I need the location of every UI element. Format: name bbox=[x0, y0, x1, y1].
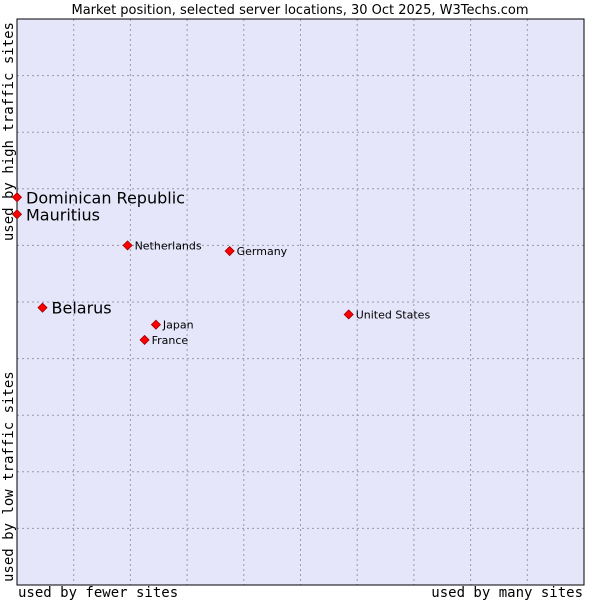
data-point-dominican-republic bbox=[11, 192, 23, 203]
data-label-france: France bbox=[152, 334, 189, 347]
point-group-dominican-republic: Dominican Republic bbox=[11, 188, 185, 207]
data-label-netherlands: Netherlands bbox=[135, 239, 202, 252]
data-point-germany bbox=[224, 245, 235, 257]
data-label-dominican-republic: Dominican Republic bbox=[26, 188, 185, 207]
data-point-netherlands bbox=[122, 240, 133, 251]
point-group-belarus: Belarus bbox=[37, 299, 112, 318]
data-point-belarus bbox=[37, 302, 48, 313]
point-group-mauritius: Mauritius bbox=[11, 205, 100, 224]
data-label-belarus: Belarus bbox=[52, 299, 112, 318]
data-point-united-states bbox=[343, 309, 354, 320]
x-axis-label-right: used by many sites bbox=[431, 585, 583, 600]
y-axis-label-high: used by high traffic sites bbox=[1, 22, 17, 241]
point-group-netherlands: Netherlands bbox=[122, 239, 202, 252]
chart-title: Market position, selected server locatio… bbox=[71, 3, 528, 18]
data-point-france bbox=[139, 334, 150, 345]
x-axis-label-left: used by fewer sites bbox=[18, 585, 178, 600]
data-label-germany: Germany bbox=[237, 245, 288, 258]
point-group-japan: Japan bbox=[150, 319, 194, 332]
data-label-japan: Japan bbox=[162, 319, 194, 332]
grid-lines bbox=[17, 19, 584, 585]
data-label-united-states: United States bbox=[356, 308, 431, 321]
point-group-united-states: United States bbox=[343, 308, 431, 321]
point-group-germany: Germany bbox=[224, 245, 288, 258]
data-label-mauritius: Mauritius bbox=[26, 205, 100, 224]
point-group-france: France bbox=[139, 334, 189, 347]
y-axis-label-low: used by low traffic sites bbox=[1, 371, 17, 582]
data-point-mauritius bbox=[11, 209, 23, 220]
plot-frame bbox=[16, 18, 585, 586]
data-point-japan bbox=[150, 319, 161, 330]
